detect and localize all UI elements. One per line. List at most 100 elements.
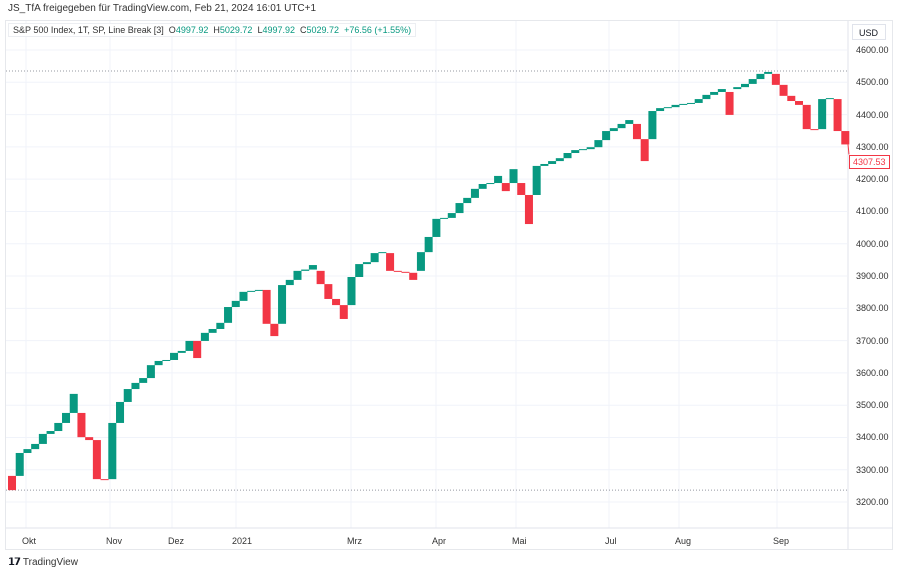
up-brick xyxy=(15,452,24,476)
up-brick xyxy=(278,285,287,324)
down-brick xyxy=(409,272,418,280)
price-label: 4100.00 xyxy=(856,206,889,217)
price-label: 4000.00 xyxy=(856,238,889,249)
price-label: 3500.00 xyxy=(856,400,889,411)
down-brick xyxy=(802,104,811,130)
shared-by-header: JS_TfA freigegeben für TradingView.com, … xyxy=(8,3,317,14)
open-value: 4997.92 xyxy=(175,25,209,35)
time-label: Nov xyxy=(106,536,123,546)
up-brick xyxy=(116,401,125,423)
up-brick xyxy=(686,102,695,104)
up-brick xyxy=(648,111,657,140)
price-label: 3200.00 xyxy=(856,497,889,508)
up-brick xyxy=(146,365,155,379)
up-brick xyxy=(123,389,132,402)
time-label: Dez xyxy=(168,536,185,546)
last-price-label: 4307.53 xyxy=(849,155,890,169)
currency-button[interactable]: USD xyxy=(852,24,886,40)
down-brick xyxy=(386,253,395,271)
up-brick xyxy=(671,104,680,108)
price-label: 3900.00 xyxy=(856,271,889,282)
up-brick xyxy=(185,340,194,351)
up-brick xyxy=(825,98,834,100)
chart-legend: S&P 500 Index, 1T, SP, Line Break [3] O4… xyxy=(8,23,417,37)
chart-frame xyxy=(5,20,893,550)
up-brick xyxy=(663,107,672,109)
footer: 𝟭𝟳 TradingView xyxy=(8,557,78,568)
down-brick xyxy=(193,340,202,359)
up-brick xyxy=(69,393,78,413)
up-brick xyxy=(717,89,726,92)
up-brick xyxy=(548,161,557,164)
up-brick xyxy=(432,218,441,237)
price-label: 4500.00 xyxy=(856,77,889,88)
down-brick xyxy=(794,101,804,105)
price-label: 3600.00 xyxy=(856,367,889,378)
tradingview-logo-icon: 𝟭𝟳 xyxy=(8,557,21,568)
up-brick xyxy=(455,203,464,214)
symbol-info[interactable]: S&P 500 Index, 1T, SP, Line Break [3] xyxy=(13,25,164,35)
price-label: 4300.00 xyxy=(856,141,889,152)
up-brick xyxy=(170,352,179,360)
up-brick xyxy=(231,300,240,308)
up-brick xyxy=(62,412,71,423)
up-brick xyxy=(46,431,55,434)
up-brick xyxy=(347,276,356,306)
up-brick xyxy=(594,140,603,148)
down-brick xyxy=(632,123,641,140)
up-brick xyxy=(370,253,379,263)
time-label: Mai xyxy=(512,536,527,546)
down-brick xyxy=(393,270,402,272)
time-label: Apr xyxy=(432,536,447,546)
down-brick xyxy=(262,289,271,324)
up-brick xyxy=(617,123,626,129)
down-brick xyxy=(401,271,410,273)
up-brick xyxy=(818,99,827,130)
down-brick xyxy=(517,183,526,195)
up-brick xyxy=(285,279,294,286)
up-brick xyxy=(31,443,40,450)
open-label: O xyxy=(168,25,176,35)
up-brick xyxy=(447,213,456,218)
up-brick xyxy=(23,449,32,453)
up-brick xyxy=(38,433,47,444)
down-brick xyxy=(324,284,333,299)
up-brick xyxy=(540,163,549,166)
price-label: 3800.00 xyxy=(856,303,889,314)
up-brick xyxy=(602,131,611,141)
low-value: 4997.92 xyxy=(262,25,295,35)
up-brick xyxy=(463,197,472,204)
down-brick xyxy=(725,91,734,115)
up-brick xyxy=(679,103,688,105)
up-brick xyxy=(563,153,572,159)
up-brick xyxy=(54,422,63,432)
up-brick xyxy=(578,149,587,151)
up-brick xyxy=(509,169,518,184)
down-brick xyxy=(100,479,109,481)
up-brick xyxy=(702,94,711,100)
up-brick xyxy=(355,264,364,277)
down-brick xyxy=(85,437,94,441)
up-brick xyxy=(756,73,765,80)
high-value: 5029.72 xyxy=(219,25,253,35)
up-brick xyxy=(694,99,703,103)
down-brick xyxy=(316,270,325,285)
down-brick xyxy=(92,440,101,480)
time-label: Okt xyxy=(22,536,37,546)
close-value: 5029.72 xyxy=(306,25,340,35)
time-label: Aug xyxy=(675,536,692,546)
down-brick xyxy=(270,323,279,337)
down-brick xyxy=(77,412,86,438)
low-label: L xyxy=(257,25,263,35)
up-brick xyxy=(440,217,449,219)
down-brick xyxy=(771,73,780,85)
change-value: +76.56 (+1.55%) xyxy=(344,25,412,35)
close-label: C xyxy=(300,25,307,35)
up-brick xyxy=(625,120,634,124)
up-brick xyxy=(162,359,171,361)
down-brick xyxy=(779,84,788,96)
down-brick xyxy=(501,183,510,192)
up-brick xyxy=(177,350,186,353)
high-label: H xyxy=(213,25,220,35)
